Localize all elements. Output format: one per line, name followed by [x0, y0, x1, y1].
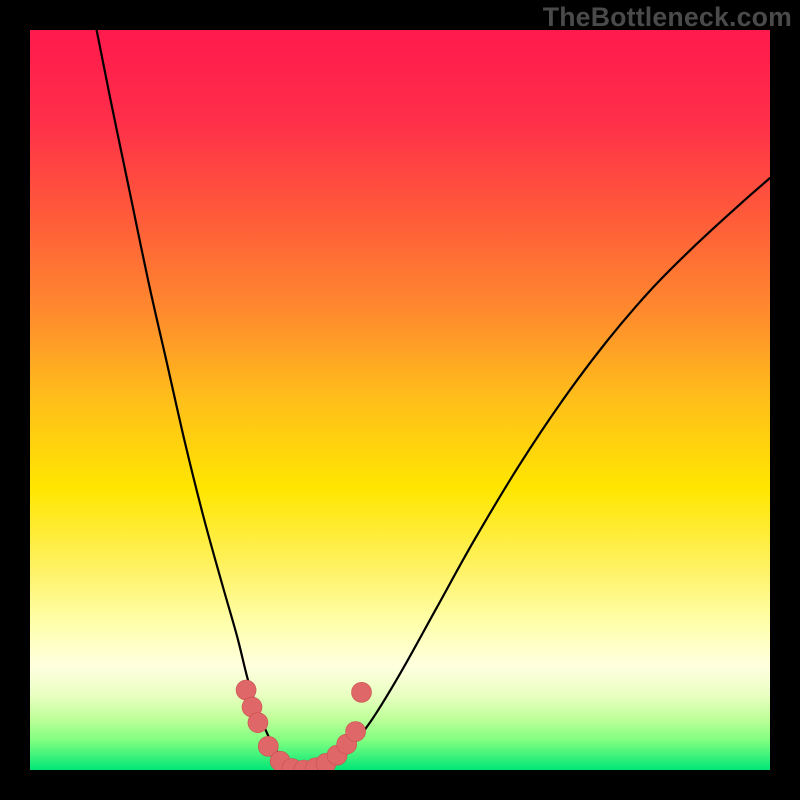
chart-container: TheBottleneck.com — [0, 0, 800, 800]
data-marker — [248, 713, 268, 733]
data-marker — [352, 682, 372, 702]
bottleneck-chart — [0, 0, 800, 800]
data-marker — [346, 722, 366, 742]
watermark-text: TheBottleneck.com — [543, 2, 792, 33]
gradient-background — [30, 30, 770, 770]
